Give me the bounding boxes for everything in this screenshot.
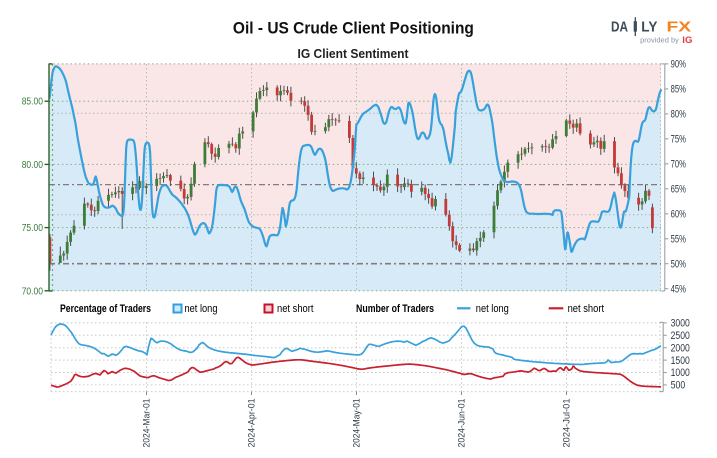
svg-text:45%: 45% [671,283,687,295]
svg-text:Percentage of Traders: Percentage of Traders [60,303,151,315]
svg-text:2024-May-01: 2024-May-01 [350,399,361,448]
svg-text:2024-Jul-01: 2024-Jul-01 [560,399,571,448]
svg-text:2500: 2500 [671,330,690,342]
svg-text:70%: 70% [671,159,687,171]
svg-text:IG Client Sentiment: IG Client Sentiment [298,47,410,61]
svg-text:500: 500 [671,380,686,392]
svg-text:Oil - US Crude Client Position: Oil - US Crude Client Positioning [233,18,474,37]
svg-text:2024-Apr-01: 2024-Apr-01 [245,399,256,448]
svg-text:net short: net short [277,303,314,315]
svg-text:75.00: 75.00 [22,223,44,234]
svg-text:1500: 1500 [671,355,690,367]
svg-text:2000: 2000 [671,342,690,354]
svg-text:LY: LY [641,20,658,36]
svg-text:1000: 1000 [671,367,690,379]
svg-text:3000: 3000 [671,318,690,330]
svg-text:2024-Jun-01: 2024-Jun-01 [455,399,466,448]
svg-text:70.00: 70.00 [22,286,44,297]
svg-text:FX: FX [667,20,692,36]
svg-text:net short: net short [568,303,605,315]
svg-text:2024-Mar-01: 2024-Mar-01 [140,399,151,448]
svg-text:85%: 85% [671,84,687,96]
svg-text:85.00: 85.00 [22,97,44,108]
svg-text:75%: 75% [671,134,687,146]
svg-text:60%: 60% [671,209,687,221]
svg-text:65%: 65% [671,184,687,196]
svg-text:90%: 90% [671,59,687,71]
svg-text:net long: net long [476,303,509,315]
svg-text:IG: IG [682,35,692,46]
svg-text:Number of Traders: Number of Traders [356,303,434,315]
svg-text:50%: 50% [671,258,687,270]
svg-text:80%: 80% [671,109,687,121]
svg-text:provided by: provided by [640,35,679,44]
svg-text:55%: 55% [671,234,687,246]
svg-text:DA: DA [611,20,628,36]
svg-text:80.00: 80.00 [22,160,44,171]
svg-text:net long: net long [185,303,218,315]
